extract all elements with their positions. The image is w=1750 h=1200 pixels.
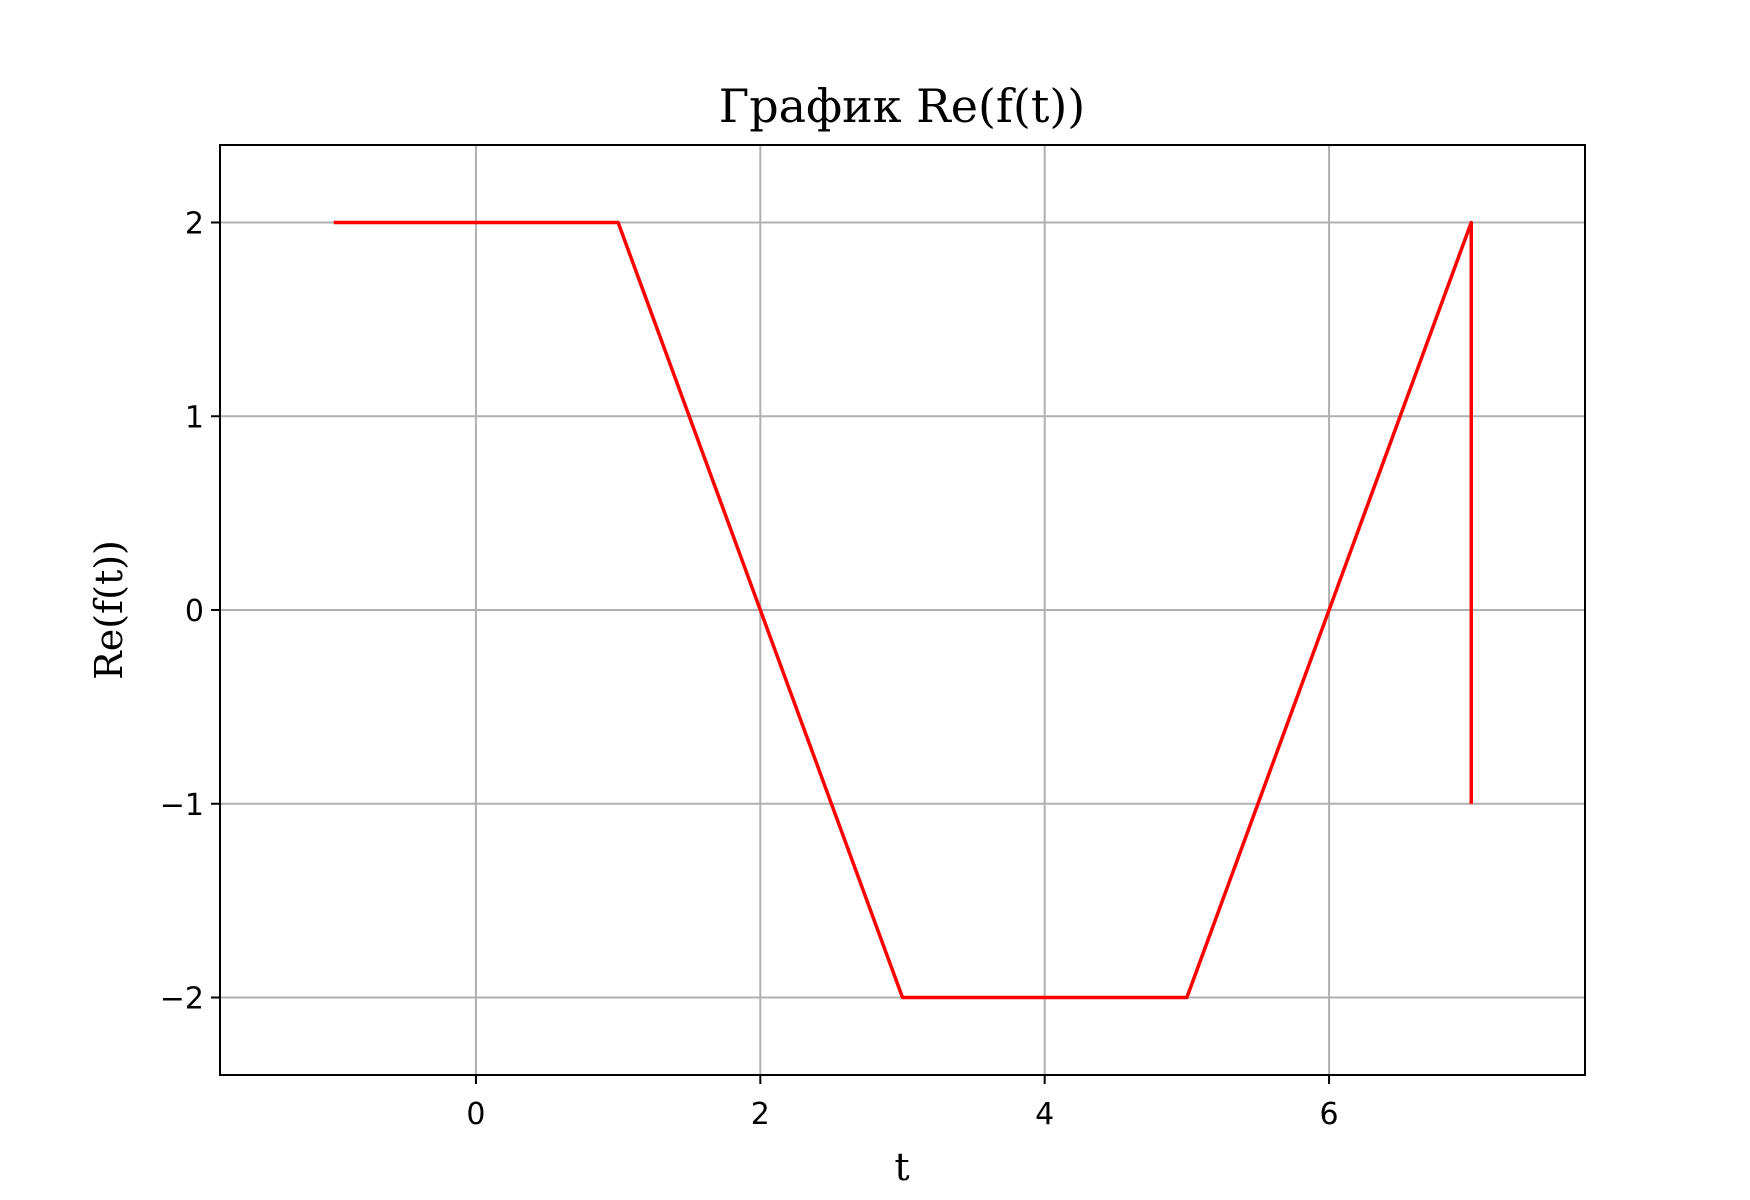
y-tick-label: 0 — [185, 594, 204, 629]
series-line — [333, 220, 1473, 1000]
chart-title: График Re(f(t)) — [719, 79, 1086, 133]
y-tick-label: 1 — [185, 400, 204, 435]
y-tick-label: 2 — [185, 207, 204, 242]
x-axis: 0 2 4 6 — [466, 1075, 1339, 1132]
y-axis: −2 −1 0 1 2 — [160, 207, 220, 1017]
x-tick-label: 2 — [751, 1097, 770, 1132]
x-tick-label: 4 — [1035, 1097, 1054, 1132]
grid — [220, 145, 1585, 1075]
y-axis-label: Re(f(t)) — [87, 540, 131, 680]
x-tick-label: 6 — [1320, 1097, 1339, 1132]
x-tick-label: 0 — [466, 1097, 485, 1132]
y-tick-label: −1 — [160, 788, 204, 823]
y-tick-label: −2 — [160, 982, 204, 1017]
x-axis-label: t — [894, 1145, 909, 1189]
series-layer — [333, 220, 1473, 1000]
